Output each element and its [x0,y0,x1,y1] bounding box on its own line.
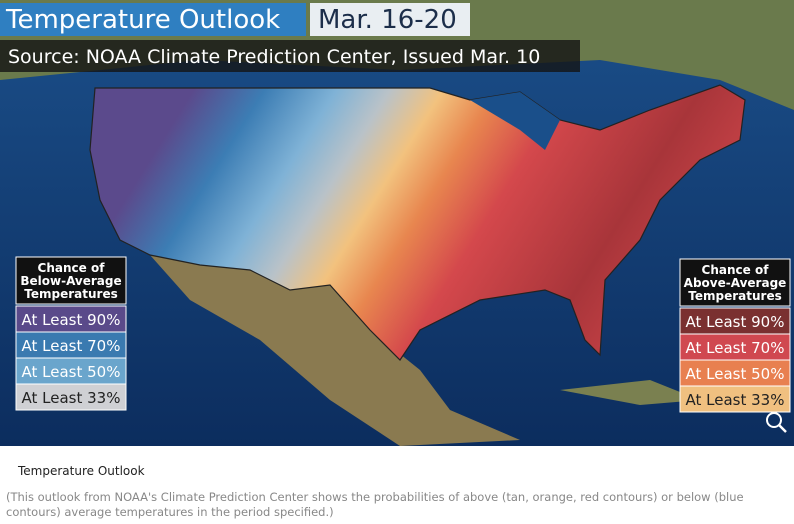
legend-swatch [679,359,791,387]
legend-swatch [679,307,791,335]
source: Source: NOAA Climate Prediction Center, … [8,46,540,68]
legend-swatch [679,333,791,361]
legend-label: At Least 50% [22,363,121,381]
title: Temperature Outlook [5,5,280,35]
legend-label: At Least 70% [686,339,785,357]
legend-label: At Least 70% [22,337,121,355]
legend-title: Chance of [702,263,770,277]
caption-text: (This outlook from NOAA's Climate Predic… [6,490,744,519]
legend-label: At Least 90% [22,311,121,329]
legend-header [679,258,791,307]
legend-header [15,256,127,305]
legend-title: Temperatures [688,289,781,303]
legend-above: Chance of Above-Average Temperatures At … [679,258,791,413]
mexico-land [150,255,520,446]
source-bar [0,40,580,72]
legend-title: Below-Average [20,274,121,288]
legend-title: Chance of [38,261,106,275]
legend-title: Temperatures [24,287,117,301]
legend-label: At Least 50% [686,365,785,383]
legend-swatch [15,383,127,411]
map-image: Temperature Outlook Mar. 16-20 Source: N… [0,0,794,446]
dates: Mar. 16-20 [318,5,457,35]
legend-label: At Least 33% [686,391,785,409]
legend-title: Above-Average [684,276,787,290]
title-box [0,3,306,36]
us-outline [89,84,746,361]
legend-swatch [15,305,127,333]
great-lakes [470,92,560,150]
cuba-land [560,380,700,405]
caption-title: Temperature Outlook [18,464,145,478]
legend-swatch [679,385,791,413]
legend-label: At Least 33% [22,389,121,407]
dates-box [310,3,470,36]
legend-label: At Least 90% [686,313,785,331]
legend-below: Chance of Below-Average Temperatures At … [15,256,127,411]
zoom-icon[interactable] [766,412,787,433]
